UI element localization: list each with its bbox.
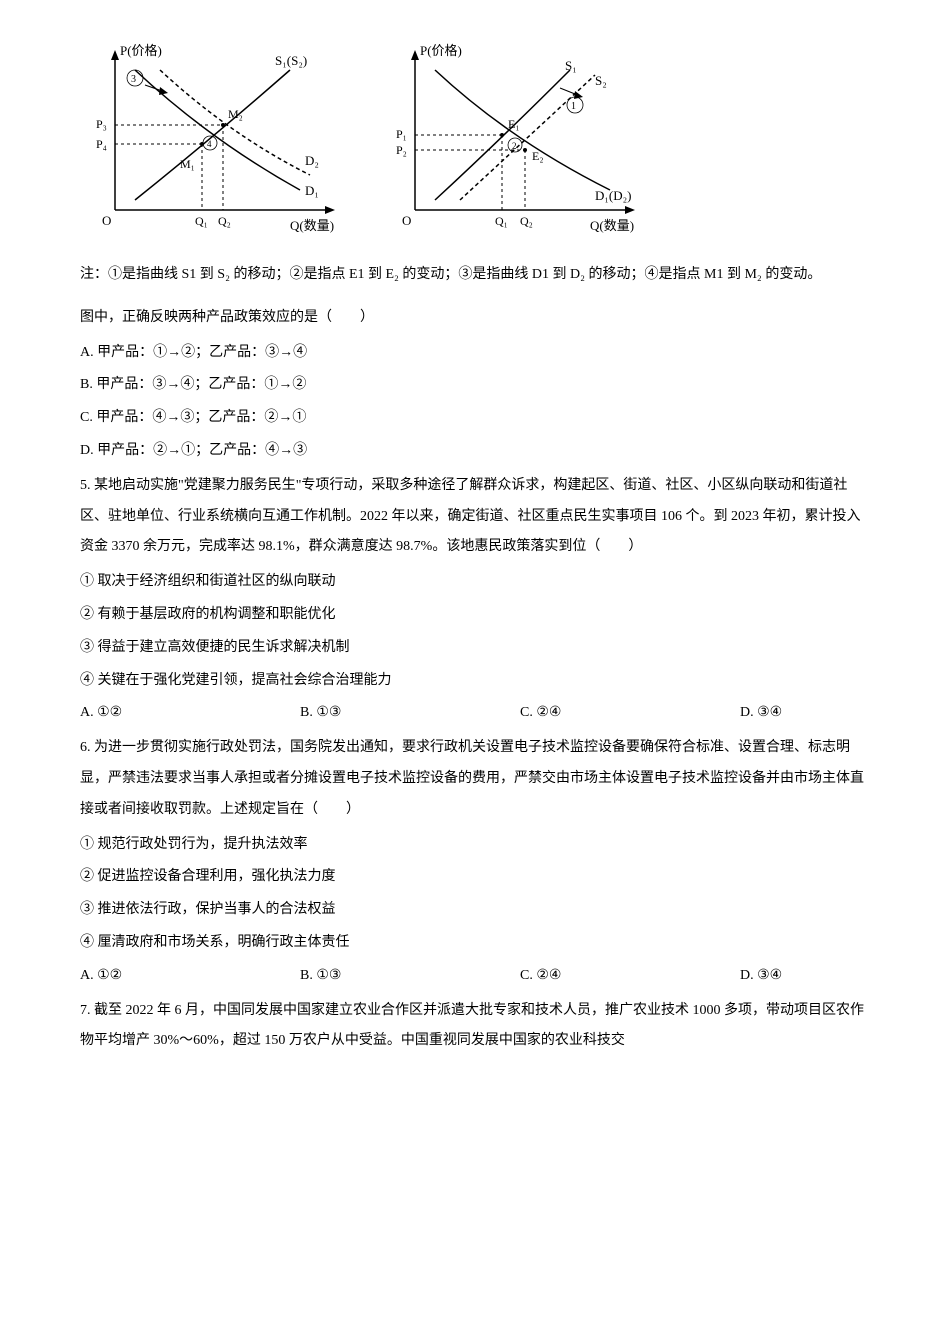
svg-text:P(价格): P(价格): [120, 43, 162, 58]
svg-text:3: 3: [131, 74, 136, 85]
svg-text:1: 1: [571, 101, 576, 112]
svg-text:S₁(S₂): S₁(S₂): [275, 53, 307, 68]
q5-option-d: D. ③④: [740, 698, 820, 729]
q5-option-c: C. ②④: [520, 698, 600, 729]
q4-option-d: D. 甲产品：②→①；乙产品：④→③: [80, 436, 870, 467]
q6-options-row: A. ①② B. ①③ C. ②④ D. ③④: [80, 961, 870, 992]
svg-text:2: 2: [512, 141, 517, 151]
svg-text:Q₁: Q₁: [495, 214, 508, 228]
svg-text:O: O: [402, 213, 411, 228]
q6-item-4: ④ 厘清政府和市场关系，明确行政主体责任: [80, 928, 870, 959]
q5-item-4: ④ 关键在于强化党建引领，提高社会综合治理能力: [80, 666, 870, 697]
q6-stem: 6. 为进一步贯彻实施行政处罚法，国务院发出通知，要求行政机关设置电子技术监控设…: [80, 733, 870, 825]
charts-container: P(价格) Q(数量) O S₁(S₂) D₁ D₂ 3 M₁ M₂ 4 P₃: [80, 40, 870, 240]
svg-text:P₄: P₄: [96, 137, 107, 151]
q6-option-c: C. ②④: [520, 961, 600, 992]
svg-text:D₁: D₁: [305, 183, 319, 198]
q7-stem: 7. 截至 2022 年 6 月，中国同发展中国家建立农业合作区并派遣大批专家和…: [80, 996, 870, 1058]
svg-text:S₂: S₂: [595, 73, 607, 88]
svg-text:Q₂: Q₂: [218, 214, 231, 228]
svg-text:D₂: D₂: [305, 153, 319, 168]
q5-stem: 5. 某地启动实施"党建聚力服务民生"专项行动，采取多种途径了解群众诉求，构建起…: [80, 471, 870, 563]
q6-item-3: ③ 推进依法行政，保护当事人的合法权益: [80, 895, 870, 926]
q5-item-2: ② 有赖于基层政府的机构调整和职能优化: [80, 600, 870, 631]
question-6: 6. 为进一步贯彻实施行政处罚法，国务院发出通知，要求行政机关设置电子技术监控设…: [80, 733, 870, 991]
chart-note: 注：①是指曲线 S1 到 S₂ 的移动；②是指点 E1 到 E₂ 的变动；③是指…: [80, 260, 870, 291]
q6-item-2: ② 促进监控设备合理利用，强化执法力度: [80, 862, 870, 893]
q4-option-c: C. 甲产品：④→③；乙产品：②→①: [80, 403, 870, 434]
svg-text:E₂: E₂: [532, 149, 544, 163]
q4-option-b: B. 甲产品：③→④；乙产品：①→②: [80, 370, 870, 401]
q5-option-b: B. ①③: [300, 698, 380, 729]
question-7: 7. 截至 2022 年 6 月，中国同发展中国家建立农业合作区并派遣大批专家和…: [80, 996, 870, 1058]
svg-text:O: O: [102, 213, 111, 228]
svg-text:P₃: P₃: [96, 117, 107, 131]
q6-option-b: B. ①③: [300, 961, 380, 992]
svg-text:S₁: S₁: [565, 58, 577, 73]
svg-text:M₂: M₂: [228, 107, 243, 121]
svg-text:Q(数量): Q(数量): [590, 218, 634, 233]
q4-option-a: A. 甲产品：①→②；乙产品：③→④: [80, 338, 870, 369]
q5-option-a: A. ①②: [80, 698, 160, 729]
svg-text:4: 4: [207, 139, 212, 149]
svg-text:Q₂: Q₂: [520, 214, 533, 228]
svg-text:Q₁: Q₁: [195, 214, 208, 228]
q5-item-3: ③ 得益于建立高效便捷的民生诉求解决机制: [80, 633, 870, 664]
q5-item-1: ① 取决于经济组织和街道社区的纵向联动: [80, 567, 870, 598]
svg-text:P(价格): P(价格): [420, 43, 462, 58]
chart-left: P(价格) Q(数量) O S₁(S₂) D₁ D₂ 3 M₁ M₂ 4 P₃: [80, 40, 360, 240]
q6-item-1: ① 规范行政处罚行为，提升执法效率: [80, 830, 870, 861]
svg-text:P₂: P₂: [396, 143, 407, 157]
q6-option-a: A. ①②: [80, 961, 160, 992]
q6-option-d: D. ③④: [740, 961, 820, 992]
q5-options-row: A. ①② B. ①③ C. ②④ D. ③④: [80, 698, 870, 729]
question-4: 图中，正确反映两种产品政策效应的是（ ） A. 甲产品：①→②；乙产品：③→④ …: [80, 303, 870, 467]
svg-text:E₁: E₁: [508, 117, 520, 131]
svg-text:M₁: M₁: [180, 157, 195, 171]
question-5: 5. 某地启动实施"党建聚力服务民生"专项行动，采取多种途径了解群众诉求，构建起…: [80, 471, 870, 729]
svg-text:D₁(D₂): D₁(D₂): [595, 188, 632, 203]
q4-stem: 图中，正确反映两种产品政策效应的是（ ）: [80, 303, 870, 334]
svg-text:Q(数量): Q(数量): [290, 218, 334, 233]
chart-right: P(价格) Q(数量) O S₁ S₂ D₁(D₂) 1 E₁ E₂ 2 P₁ …: [380, 40, 660, 240]
svg-text:P₁: P₁: [396, 127, 407, 141]
